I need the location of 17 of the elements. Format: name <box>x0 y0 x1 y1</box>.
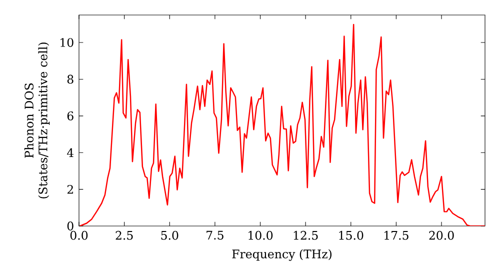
y-tick-label: 0 <box>67 222 74 230</box>
y-tick-label: 4 <box>66 148 74 157</box>
y-axis-title: Phonon DOS (States/THz·primitive cell) <box>24 42 50 198</box>
y-tick-label: 8 <box>67 74 74 84</box>
x-tick-label: 5.0 <box>161 230 178 240</box>
x-tick-label: 0.0 <box>70 230 88 240</box>
y-tick-label: 6 <box>67 111 74 120</box>
x-tick-label: 10.0 <box>248 230 273 240</box>
y-tick-label: 2 <box>67 184 73 194</box>
x-axis-title: Frequency (THz) <box>232 249 332 261</box>
x-tick-label: 7.5 <box>206 230 224 240</box>
x-tick-label: 17.5 <box>384 230 408 240</box>
x-tick-label: 2.5 <box>116 230 133 240</box>
x-tick-label: 15.0 <box>339 230 364 240</box>
x-tick-label: 12.5 <box>294 230 318 240</box>
x-tick-label: 20.0 <box>429 230 454 240</box>
y-tick-label: 10 <box>60 38 74 47</box>
